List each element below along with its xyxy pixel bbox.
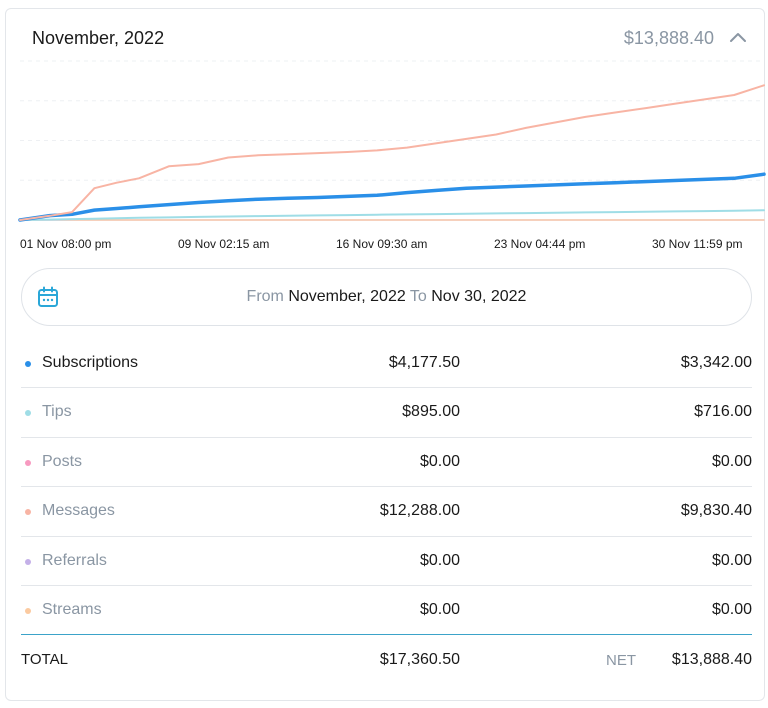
- row-label: Streams: [42, 600, 102, 618]
- row-net: $9,830.40: [680, 502, 752, 520]
- from-label: From: [246, 288, 284, 305]
- series-line-messages: [19, 84, 765, 221]
- to-value: Nov 30, 2022: [431, 288, 527, 305]
- x-tick-label: 30 Nov 11:59 pm: [652, 237, 743, 251]
- legend-dot: [25, 607, 31, 614]
- earnings-breakdown: Subscriptions $4,177.50 $3,342.00 Tips $…: [21, 339, 752, 636]
- earnings-chart: [18, 60, 766, 222]
- row-net: $0.00: [711, 600, 752, 618]
- earnings-card: November, 2022 $13,888.40 01 Nov 08:00 p…: [5, 8, 766, 701]
- chevron-up-icon[interactable]: [726, 26, 750, 50]
- row-label: Messages: [42, 502, 115, 520]
- row-label: Subscriptions: [42, 354, 139, 371]
- date-range-text[interactable]: From November, 2022 To Nov 30, 2022: [22, 288, 751, 306]
- x-tick-label: 01 Nov 08:00 pm: [20, 237, 112, 251]
- to-label: To: [409, 288, 427, 305]
- row-referrals[interactable]: Referrals $0.00 $0.00: [21, 537, 752, 586]
- series-line-tips: [19, 209, 765, 221]
- legend-dot: [25, 361, 31, 367]
- total-net: $13,888.40: [671, 651, 752, 668]
- x-tick-label: 23 Nov 04:44 pm: [494, 237, 586, 251]
- total-label: TOTAL: [21, 651, 68, 668]
- total-gross: $17,360.50: [379, 651, 460, 668]
- date-range-picker[interactable]: From November, 2022 To Nov 30, 2022: [21, 268, 752, 326]
- series-line-subscriptions: [18, 172, 766, 222]
- legend-dot: [25, 410, 31, 417]
- row-net: $0.00: [711, 551, 752, 569]
- row-gross: $12,288.00: [379, 502, 460, 520]
- header-total: $13,888.40: [623, 28, 714, 48]
- x-tick-label: 16 Nov 09:30 am: [336, 237, 428, 251]
- row-gross: $4,177.50: [388, 354, 460, 371]
- row-label: Posts: [42, 452, 83, 470]
- period-title: November, 2022: [32, 28, 165, 48]
- total-net-label: NET: [606, 652, 636, 669]
- row-tips[interactable]: Tips $895.00 $716.00: [21, 388, 752, 438]
- x-tick-label: 09 Nov 02:15 am: [178, 237, 270, 251]
- row-label: Referrals: [42, 551, 107, 569]
- legend-dot: [25, 558, 31, 565]
- row-net: $3,342.00: [680, 354, 752, 371]
- row-gross: $0.00: [419, 452, 460, 470]
- row-gross: $895.00: [402, 403, 460, 421]
- calendar-icon[interactable]: [36, 285, 60, 309]
- from-value: November, 2022: [288, 288, 406, 305]
- chart-x-axis: 01 Nov 08:00 pm 09 Nov 02:15 am 16 Nov 0…: [6, 237, 766, 255]
- row-streams[interactable]: Streams $0.00 $0.00: [21, 586, 752, 636]
- row-label: Tips: [42, 403, 72, 421]
- row-messages[interactable]: Messages $12,288.00 $9,830.40: [21, 487, 752, 537]
- row-subscriptions[interactable]: Subscriptions $4,177.50 $3,342.00: [21, 339, 752, 389]
- total-row: TOTAL $17,360.50 NET $13,888.40: [21, 636, 752, 686]
- row-net: $716.00: [694, 403, 752, 421]
- legend-dot: [25, 459, 31, 466]
- card-header[interactable]: November, 2022 $13,888.40: [6, 9, 764, 67]
- row-gross: $0.00: [419, 600, 460, 618]
- legend-dot: [25, 509, 31, 516]
- row-net: $0.00: [711, 452, 752, 470]
- row-gross: $0.00: [419, 551, 460, 569]
- row-posts[interactable]: Posts $0.00 $0.00: [21, 438, 752, 488]
